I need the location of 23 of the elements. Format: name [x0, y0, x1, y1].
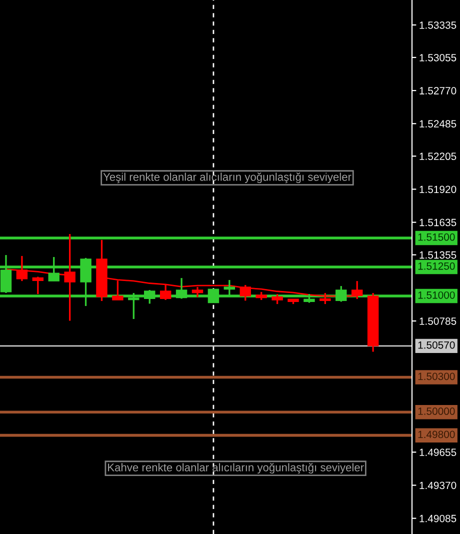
- y-tick-label: 1.49370: [420, 482, 456, 490]
- ref-line-label: 1.51000: [418, 291, 455, 299]
- y-tick-label: 1.49655: [420, 448, 456, 456]
- annotation: Yeşil renkte olanlar alıcıların yoğunlaştığı seviyeler: [103, 172, 352, 184]
- y-tick-label: 1.51635: [420, 218, 456, 226]
- ref-line-label: 1.50570: [418, 341, 455, 349]
- y-tick-label: 1.53335: [420, 21, 456, 29]
- ref-line-label: 1.51250: [418, 262, 455, 270]
- candlestick: [272, 293, 283, 305]
- ref-line-label: 1.49800: [418, 430, 455, 438]
- ref-line-label: 1.51500: [418, 233, 455, 241]
- ref-line-label: 1.50000: [418, 408, 455, 415]
- y-tick-label: 1.52205: [420, 152, 456, 160]
- candlestick: [32, 276, 44, 295]
- y-tick-label: 1.52770: [420, 87, 456, 94]
- y-tick-label: 1.51920: [420, 186, 456, 194]
- annotation: Kahve renkte olanlar alıcıların yoğunlaştığı seviyeler: [108, 463, 364, 474]
- y-tick-label: 1.52485: [420, 120, 456, 128]
- y-tick-label: 1.49085: [420, 514, 456, 522]
- y-tick-label: 1.51355: [420, 251, 456, 259]
- y-tick-label: 1.53055: [420, 54, 456, 62]
- y-tick-label: 1.50785: [420, 317, 456, 325]
- ref-line-label: 1.50300: [418, 372, 455, 380]
